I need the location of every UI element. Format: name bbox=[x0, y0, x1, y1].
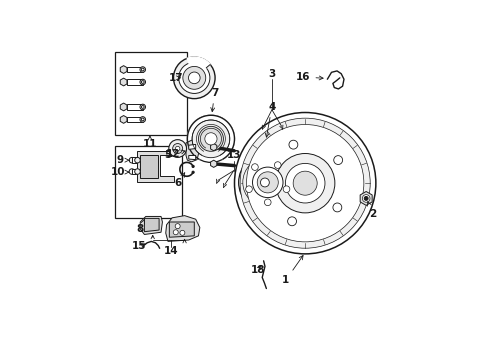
Circle shape bbox=[140, 117, 146, 122]
Circle shape bbox=[141, 118, 144, 121]
Circle shape bbox=[135, 157, 140, 163]
Polygon shape bbox=[120, 103, 127, 111]
Circle shape bbox=[261, 178, 270, 187]
Text: 13: 13 bbox=[226, 150, 241, 161]
Text: 7: 7 bbox=[211, 88, 218, 112]
Circle shape bbox=[179, 62, 210, 94]
Text: 11: 11 bbox=[143, 136, 157, 149]
Circle shape bbox=[141, 68, 144, 71]
Circle shape bbox=[172, 144, 183, 153]
Circle shape bbox=[192, 171, 194, 174]
Circle shape bbox=[169, 140, 187, 157]
Circle shape bbox=[265, 199, 271, 206]
Polygon shape bbox=[360, 192, 372, 205]
Polygon shape bbox=[127, 104, 143, 110]
Text: 10: 10 bbox=[111, 167, 129, 177]
Circle shape bbox=[173, 57, 215, 99]
Circle shape bbox=[141, 105, 144, 108]
Circle shape bbox=[333, 203, 342, 212]
Polygon shape bbox=[187, 115, 235, 159]
Polygon shape bbox=[120, 78, 127, 86]
Circle shape bbox=[283, 186, 290, 193]
Circle shape bbox=[187, 115, 235, 162]
Circle shape bbox=[364, 197, 368, 201]
Polygon shape bbox=[140, 216, 162, 234]
Circle shape bbox=[205, 133, 217, 145]
Circle shape bbox=[141, 81, 144, 84]
Circle shape bbox=[180, 230, 185, 235]
Circle shape bbox=[245, 186, 252, 193]
Text: 5: 5 bbox=[164, 149, 177, 159]
Circle shape bbox=[285, 163, 325, 203]
Text: 6: 6 bbox=[175, 173, 185, 188]
Circle shape bbox=[140, 79, 146, 85]
Text: 1: 1 bbox=[282, 256, 303, 285]
Circle shape bbox=[274, 162, 281, 168]
Polygon shape bbox=[186, 140, 198, 162]
Polygon shape bbox=[127, 79, 143, 85]
Polygon shape bbox=[145, 219, 159, 232]
Circle shape bbox=[198, 126, 223, 151]
Polygon shape bbox=[127, 67, 143, 72]
Circle shape bbox=[252, 167, 283, 198]
Circle shape bbox=[192, 165, 194, 167]
Circle shape bbox=[289, 140, 298, 149]
Polygon shape bbox=[120, 116, 127, 123]
Circle shape bbox=[235, 112, 376, 254]
Text: 4: 4 bbox=[265, 102, 275, 137]
Polygon shape bbox=[211, 160, 217, 167]
Circle shape bbox=[183, 66, 206, 89]
Circle shape bbox=[192, 120, 230, 158]
Polygon shape bbox=[189, 156, 196, 159]
Text: 2: 2 bbox=[368, 202, 377, 219]
Circle shape bbox=[175, 146, 180, 151]
Circle shape bbox=[189, 72, 200, 84]
Circle shape bbox=[362, 195, 370, 202]
Text: 14: 14 bbox=[164, 246, 178, 256]
Circle shape bbox=[239, 153, 297, 211]
Polygon shape bbox=[170, 222, 195, 237]
Polygon shape bbox=[211, 144, 217, 151]
Text: 18: 18 bbox=[251, 265, 265, 275]
Text: 3: 3 bbox=[269, 69, 275, 79]
Text: 9: 9 bbox=[117, 155, 129, 165]
Polygon shape bbox=[140, 155, 158, 179]
Text: 8: 8 bbox=[137, 219, 145, 234]
Circle shape bbox=[257, 172, 278, 193]
Polygon shape bbox=[138, 151, 173, 182]
Polygon shape bbox=[250, 166, 276, 199]
Polygon shape bbox=[166, 216, 200, 242]
Circle shape bbox=[173, 230, 178, 235]
Circle shape bbox=[288, 217, 296, 226]
Bar bbox=[115, 146, 182, 218]
Polygon shape bbox=[120, 66, 127, 73]
Circle shape bbox=[140, 67, 146, 72]
Text: 15: 15 bbox=[132, 241, 146, 251]
Text: 12: 12 bbox=[166, 149, 185, 159]
Circle shape bbox=[251, 164, 258, 170]
Circle shape bbox=[293, 171, 317, 195]
Polygon shape bbox=[187, 57, 210, 78]
Circle shape bbox=[175, 224, 180, 229]
Polygon shape bbox=[189, 144, 196, 149]
Text: 16: 16 bbox=[296, 72, 323, 82]
Circle shape bbox=[240, 118, 370, 248]
Circle shape bbox=[246, 125, 364, 242]
Circle shape bbox=[275, 153, 335, 213]
Circle shape bbox=[135, 169, 140, 174]
Bar bbox=[115, 51, 187, 135]
Circle shape bbox=[129, 157, 135, 163]
Circle shape bbox=[243, 157, 293, 207]
Circle shape bbox=[334, 156, 343, 165]
Circle shape bbox=[129, 169, 135, 174]
Polygon shape bbox=[132, 169, 138, 174]
Polygon shape bbox=[132, 157, 138, 163]
Polygon shape bbox=[127, 117, 143, 122]
Circle shape bbox=[140, 104, 146, 110]
Text: 17: 17 bbox=[169, 73, 183, 83]
